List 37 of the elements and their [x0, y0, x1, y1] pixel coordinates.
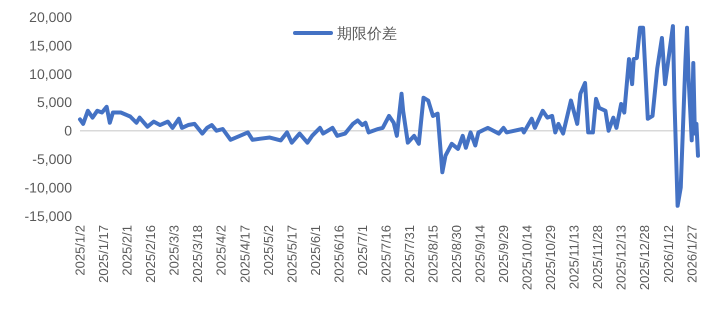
x-tick-label: 2025/9/29 — [496, 225, 512, 283]
y-tick-label: -10,000 — [24, 179, 72, 196]
x-tick-label: 2025/6/1 — [308, 225, 323, 276]
y-tick-label: 20,000 — [29, 8, 72, 25]
x-tick-label: 2025/12/28 — [637, 225, 652, 290]
x-tick-label: 2025/1/2 — [72, 225, 88, 276]
x-tick-label: 2025/12/13 — [614, 225, 629, 290]
x-tick-label: 2025/7/1 — [354, 225, 370, 276]
x-tick-label: 2025/7/31 — [402, 225, 417, 283]
x-tick-label: 2025/5/2 — [260, 225, 276, 276]
x-tick-label: 2025/8/30 — [448, 225, 464, 283]
x-tick-label: 2025/10/14 — [520, 225, 535, 290]
x-tick-label: 2025/6/16 — [331, 225, 346, 283]
x-tick-label: 2025/1/17 — [96, 225, 112, 283]
x-tick-label: 2025/4/17 — [237, 225, 252, 283]
x-tick-label: 2025/8/15 — [425, 225, 440, 283]
y-tick-label: 15,000 — [29, 37, 72, 54]
line-series — [78, 24, 700, 208]
y-tick-label: 0 — [64, 122, 72, 139]
y-tick-label: -5,000 — [32, 151, 72, 168]
x-tick-label: 2025/3/18 — [190, 225, 206, 283]
x-tick-label: 2025/11/28 — [590, 225, 606, 290]
x-tick-label: 2025/10/29 — [543, 225, 558, 290]
x-tick-label: 2025/9/14 — [472, 225, 488, 283]
legend-label: 期限价差 — [337, 25, 397, 42]
y-tick-label: -15,000 — [24, 208, 72, 224]
x-tick-label: 2025/2/1 — [120, 225, 135, 276]
x-tick-label: 2025/4/2 — [214, 225, 229, 276]
x-tick-label: 2026/1/27 — [684, 225, 700, 283]
x-tick-label: 2026/1/12 — [660, 225, 676, 283]
x-tick-label: 2025/11/13 — [566, 225, 582, 290]
y-tick-label: 5,000 — [36, 94, 72, 110]
x-tick-label: 2025/3/3 — [166, 225, 182, 276]
x-tick-label: 2025/5/17 — [284, 225, 300, 283]
x-tick-label: 2025/7/16 — [378, 225, 394, 283]
y-tick-label: 10,000 — [29, 66, 72, 82]
x-tick-label: 2025/2/16 — [143, 225, 158, 283]
